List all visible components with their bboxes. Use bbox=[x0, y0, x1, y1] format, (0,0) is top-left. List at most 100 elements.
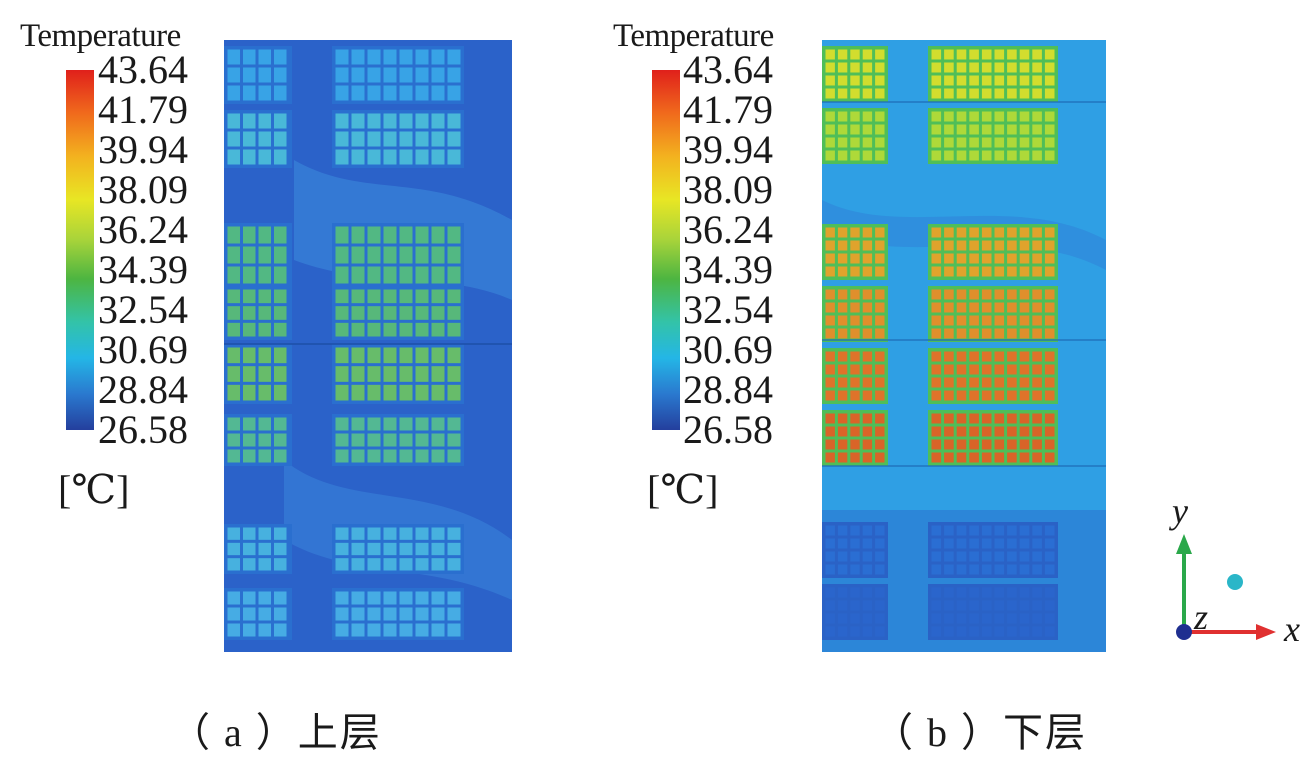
module-cell bbox=[1019, 88, 1030, 99]
module-cell bbox=[944, 413, 954, 424]
module-cell bbox=[335, 246, 349, 264]
module-cell bbox=[825, 137, 835, 148]
module-cell bbox=[956, 150, 967, 161]
z-axis-dot bbox=[1176, 624, 1192, 640]
module-cell bbox=[431, 322, 445, 337]
module-cell bbox=[227, 607, 240, 621]
module-cell bbox=[944, 75, 954, 86]
module-cell bbox=[969, 253, 979, 264]
module-cell bbox=[399, 558, 413, 571]
module-cell bbox=[335, 433, 349, 447]
module-cell bbox=[274, 623, 287, 637]
module-cell bbox=[850, 111, 860, 122]
module-cell bbox=[274, 558, 287, 571]
module-cell bbox=[956, 227, 967, 238]
module-cell bbox=[447, 67, 461, 83]
module-cell bbox=[981, 328, 992, 339]
module-cell bbox=[351, 449, 365, 463]
module-cell bbox=[383, 623, 397, 637]
module-cell bbox=[969, 266, 979, 277]
module-cell bbox=[1032, 240, 1042, 251]
module-cell bbox=[862, 62, 873, 73]
module-cell bbox=[956, 266, 967, 277]
module-cell bbox=[1007, 227, 1017, 238]
module-cell bbox=[981, 377, 992, 388]
module-cell bbox=[969, 111, 979, 122]
module-cell bbox=[335, 623, 349, 637]
module-cell bbox=[399, 449, 413, 463]
module-cell bbox=[825, 351, 835, 362]
module-cell bbox=[944, 351, 954, 362]
module-cell bbox=[1044, 240, 1055, 251]
module-cell bbox=[258, 289, 271, 304]
module-cell bbox=[850, 75, 860, 86]
module-cell bbox=[825, 452, 835, 463]
module-cell bbox=[431, 384, 445, 401]
module-cell bbox=[367, 226, 381, 244]
module-cell bbox=[367, 131, 381, 147]
module-cell bbox=[258, 149, 271, 165]
module-cell bbox=[825, 302, 835, 313]
module-cell bbox=[850, 253, 860, 264]
module-cell bbox=[1019, 137, 1030, 148]
module-cell bbox=[850, 315, 860, 326]
module-cell bbox=[367, 417, 381, 431]
module-cell bbox=[825, 240, 835, 251]
module-cell bbox=[969, 564, 979, 575]
module-cell bbox=[850, 49, 860, 60]
module-cell bbox=[994, 302, 1005, 313]
module-cell bbox=[931, 626, 942, 637]
module-cell bbox=[994, 88, 1005, 99]
module-cell bbox=[258, 226, 271, 244]
module-cell bbox=[274, 322, 287, 337]
module-cell bbox=[994, 137, 1005, 148]
module-cell bbox=[837, 390, 848, 401]
module-cell bbox=[969, 62, 979, 73]
module-cell bbox=[1044, 302, 1055, 313]
module-cell bbox=[1044, 413, 1055, 424]
module-cell bbox=[837, 266, 848, 277]
module-cell bbox=[944, 426, 954, 437]
module-cell bbox=[956, 551, 967, 562]
module-cell bbox=[431, 433, 445, 447]
module-cell bbox=[862, 600, 873, 611]
unit-label: [℃] bbox=[58, 467, 130, 512]
module-cell bbox=[956, 626, 967, 637]
module-cell bbox=[931, 439, 942, 450]
module-cell bbox=[1019, 426, 1030, 437]
module-cell bbox=[447, 384, 461, 401]
module-cell bbox=[862, 49, 873, 60]
module-cell bbox=[383, 527, 397, 540]
module-cell bbox=[243, 322, 256, 337]
module-cell bbox=[1032, 377, 1042, 388]
module-cell bbox=[931, 452, 942, 463]
module-cell bbox=[837, 613, 848, 624]
module-cell bbox=[258, 131, 271, 147]
module-cell bbox=[969, 328, 979, 339]
module-cell bbox=[862, 439, 873, 450]
module-cell bbox=[431, 366, 445, 382]
module-cell bbox=[1032, 289, 1042, 300]
tick-label: 39.94 bbox=[98, 127, 188, 172]
module-cell bbox=[931, 351, 942, 362]
module-cell bbox=[956, 315, 967, 326]
module-cell bbox=[944, 88, 954, 99]
module-cell bbox=[956, 351, 967, 362]
temperature-map-graphic bbox=[224, 40, 512, 652]
module-cell bbox=[258, 607, 271, 621]
module-cell bbox=[1032, 302, 1042, 313]
module-cell bbox=[837, 302, 848, 313]
module-cell bbox=[1044, 377, 1055, 388]
module-cell bbox=[850, 364, 860, 375]
module-cell bbox=[825, 75, 835, 86]
module-cell bbox=[1019, 351, 1030, 362]
x-axis-arrow bbox=[1256, 624, 1276, 640]
module-cell bbox=[875, 364, 885, 375]
module-cell bbox=[837, 587, 848, 598]
module-cell bbox=[837, 564, 848, 575]
module-cell bbox=[981, 289, 992, 300]
module-cell bbox=[875, 413, 885, 424]
module-cell bbox=[994, 124, 1005, 135]
module-cell bbox=[875, 253, 885, 264]
module-cell bbox=[994, 626, 1005, 637]
